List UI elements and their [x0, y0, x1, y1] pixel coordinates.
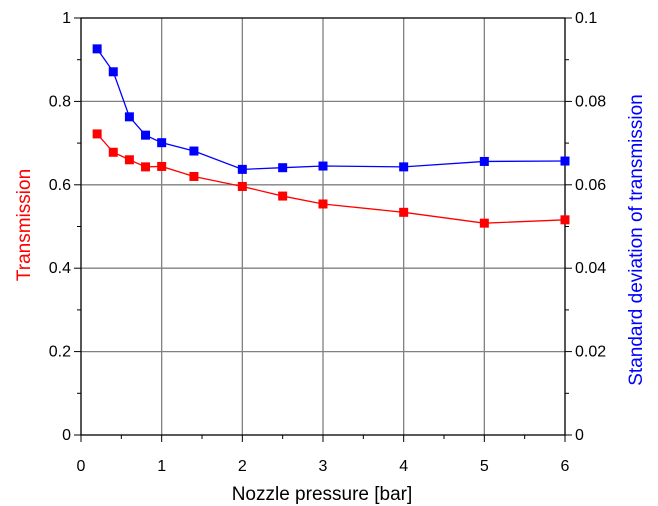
x-tick-label: 5 — [480, 458, 489, 475]
y-left-tick-label: 0.2 — [49, 344, 71, 361]
data-point-left — [399, 207, 409, 217]
x-tick-label: 0 — [77, 458, 86, 475]
data-point-left — [92, 129, 102, 139]
data-point-right — [141, 130, 151, 140]
data-point-left — [157, 161, 167, 171]
x-tick-label: 2 — [238, 458, 247, 475]
y-left-tick-label: 0.8 — [49, 93, 71, 110]
y-left-tick-label: 0.6 — [49, 177, 71, 194]
x-tick-label: 3 — [319, 458, 328, 475]
data-point-left — [108, 147, 118, 157]
data-point-left — [318, 199, 328, 209]
tick-labels: 0 1 2 3 4 5 600.20.40.60.8100.020.040.060.080.… — [49, 10, 606, 475]
y-right-tick-label: 0 — [575, 427, 584, 444]
y-left-tick-label: 0 — [62, 427, 71, 444]
y-axis-right-title: Standard deviation of transmission — [626, 94, 647, 386]
series-line-right — [96, 48, 566, 171]
data-point-right — [560, 156, 570, 166]
series-group — [92, 44, 570, 228]
y-axis-left-title: Transmission — [14, 169, 35, 281]
data-point-right — [318, 161, 328, 171]
data-point-left — [278, 191, 288, 201]
series-line-left — [96, 133, 566, 224]
x-tick-label: 1 — [157, 458, 166, 475]
x-axis-title: Nozzle pressure [bar] — [232, 484, 413, 505]
data-point-right — [479, 156, 489, 166]
axis-ticks — [74, 17, 572, 442]
grid-lines — [80, 17, 566, 436]
data-point-right — [189, 146, 199, 156]
data-point-right — [157, 138, 167, 148]
data-point-right — [278, 163, 288, 173]
data-point-left — [124, 155, 134, 165]
data-point-left — [237, 181, 247, 191]
data-point-left — [189, 171, 199, 181]
data-point-right — [124, 112, 134, 122]
y-right-tick-label: 0.1 — [575, 10, 597, 27]
data-point-left — [141, 162, 151, 172]
x-tick-label: 6 — [561, 458, 570, 475]
y-left-tick-label: 0.4 — [49, 260, 71, 277]
y-right-tick-label: 0.08 — [575, 93, 606, 110]
data-point-right — [92, 44, 102, 54]
y-right-tick-label: 0.06 — [575, 177, 606, 194]
data-point-right — [399, 162, 409, 172]
y-right-tick-label: 0.04 — [575, 260, 606, 277]
data-point-right — [237, 164, 247, 174]
data-point-right — [108, 67, 118, 77]
y-right-tick-label: 0.02 — [575, 344, 606, 361]
data-point-left — [479, 218, 489, 228]
y-left-tick-label: 1 — [62, 10, 71, 27]
data-point-left — [560, 215, 570, 225]
x-tick-label: 4 — [399, 458, 408, 475]
